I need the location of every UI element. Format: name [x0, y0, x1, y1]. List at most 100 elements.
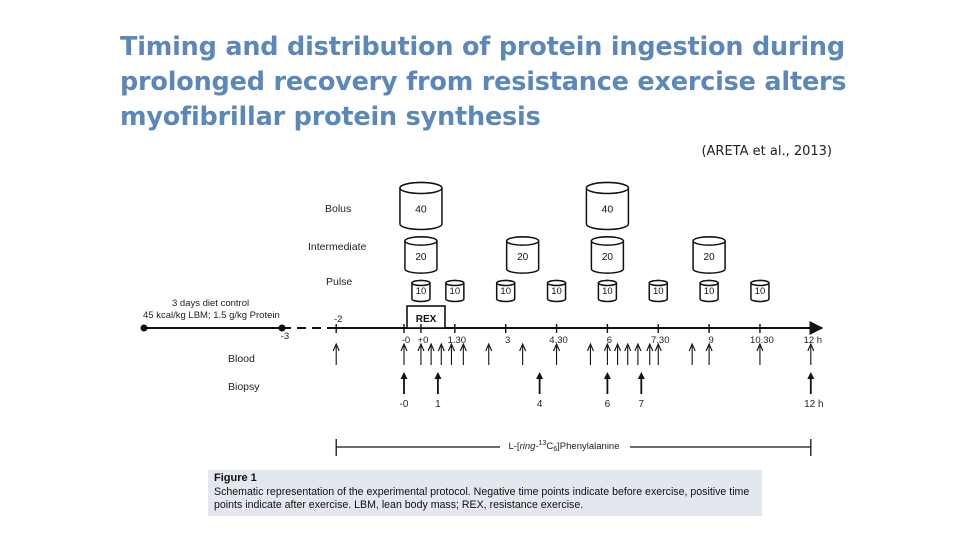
- pulse-dose-4: 10: [546, 279, 567, 303]
- blood-arrow-21-head: [807, 342, 815, 352]
- bolus-dose-2-lid: [585, 181, 630, 195]
- timeline-tick-label-4: +0: [418, 335, 429, 346]
- tracer-label-bg: [500, 438, 630, 452]
- intermediate-dose-4-lid: [692, 236, 726, 246]
- diet-start-dot: [140, 324, 148, 332]
- pulse-dose-7-value: 10: [704, 286, 715, 297]
- biopsy-arrow-2-head: [434, 372, 442, 379]
- blood-arrow-8-head: [485, 342, 493, 352]
- pulse-dose-7-lid: [699, 279, 719, 287]
- pulse-dose-8-lid: [750, 279, 770, 287]
- blood-arrow-7-head: [459, 342, 467, 352]
- timeline-tick-label-10: 9: [708, 335, 713, 346]
- row-label-pulse: Pulse: [326, 276, 352, 288]
- row-label-blood: Blood: [228, 353, 255, 365]
- rex-box: [406, 305, 446, 329]
- intermediate-dose-1: 20: [404, 236, 438, 274]
- bolus-dose-1-lid: [399, 181, 443, 195]
- caption-text: Schematic representation of the experime…: [214, 485, 750, 512]
- pulse-dose-5-lid: [597, 279, 618, 287]
- caption-title: Figure 1: [214, 472, 257, 484]
- biopsy-label-2: 1: [435, 399, 441, 410]
- timeline-tick-label-2: -2: [334, 314, 342, 325]
- intermediate-dose-2-value: 20: [517, 252, 529, 263]
- intermediate-dose-2: 20: [505, 236, 540, 274]
- blood-arrow-13-head: [614, 342, 622, 352]
- tracer-label-ring: ring: [520, 441, 537, 452]
- pulse-dose-3-lid: [495, 279, 516, 287]
- intermediate-dose-4-value: 20: [704, 252, 716, 263]
- blood-arrow-19-head: [705, 342, 713, 352]
- timeline-tick-label-11: 10.30: [750, 335, 774, 346]
- biopsy-arrow-5-head: [637, 372, 645, 379]
- intermediate-dose-1-value: 20: [415, 252, 427, 263]
- intermediate-dose-3-lid: [590, 236, 625, 246]
- timeline-tick-label-7: 4.30: [549, 335, 568, 346]
- row-label-biopsy: Biopsy: [228, 381, 260, 393]
- timeline-tick-label-6: 3: [505, 335, 510, 346]
- intermediate-dose-3: 20: [590, 236, 625, 274]
- intermediate-dose-2-lid: [505, 236, 540, 246]
- pulse-dose-3: 10: [495, 279, 516, 303]
- tracer-label-dash: -: [535, 441, 538, 452]
- blood-arrow-11-head: [586, 342, 594, 352]
- blood-arrow-4-head: [427, 342, 435, 352]
- row-label-intermediate: Intermediate: [308, 241, 367, 253]
- blood-arrow-10-head: [553, 342, 561, 352]
- citation: (ARETA et al., 2013): [701, 144, 832, 159]
- tracer-label-prefix: L-[: [508, 441, 519, 452]
- pulse-dose-7: 10: [699, 279, 719, 303]
- blood-arrow-14-head: [624, 342, 632, 352]
- blood-arrow-6-head: [447, 342, 455, 352]
- intermediate-dose-1-lid: [404, 236, 438, 246]
- pulse-dose-1-value: 10: [416, 286, 427, 297]
- blood-arrow-2-head: [400, 342, 408, 352]
- pulse-dose-2-value: 10: [450, 286, 461, 297]
- timeline-tick-label-12: 12 h: [804, 335, 823, 346]
- biopsy-arrow-4-head: [603, 372, 611, 379]
- rex-label: REX: [416, 314, 437, 325]
- blood-arrow-15-head: [634, 342, 642, 352]
- blood-sample-arrows: [332, 342, 815, 365]
- biopsy-arrow-3-head: [536, 372, 544, 379]
- pulse-dose-5: 10: [597, 279, 618, 303]
- pulse-dose-8-value: 10: [755, 286, 766, 297]
- blood-arrow-1-head: [332, 342, 340, 352]
- tracer-label-suffix: ]Phenylalanine: [557, 441, 619, 452]
- timeline-tick-label-5: 1.30: [448, 335, 467, 346]
- slide-title: Timing and distribution of protein inges…: [120, 30, 880, 135]
- blood-arrow-9-head: [519, 342, 527, 352]
- diet-control-line-2: 45 kcal/kg LBM; 1.5 g/kg Protein: [143, 310, 280, 321]
- timeline-tick-label-1: -3: [281, 331, 289, 342]
- slide-title-line-1: Timing and distribution of protein inges…: [120, 32, 845, 62]
- blood-arrow-20-head: [756, 342, 764, 352]
- blood-arrow-3-head: [417, 342, 425, 352]
- pulse-dose-4-lid: [546, 279, 567, 287]
- biopsy-arrows: -0 1 4 6 7 12 h: [400, 372, 824, 410]
- figure-caption: Figure 1 Schematic representation of the…: [208, 470, 762, 516]
- biopsy-label-6: 12 h: [804, 399, 823, 410]
- slide-title-line-2: prolonged recovery from resistance exerc…: [120, 67, 847, 97]
- biopsy-arrow-6-head: [807, 372, 815, 379]
- biopsy-label-1: -0: [400, 399, 409, 410]
- tracer-label-isotope: 13: [539, 440, 547, 447]
- biopsy-arrow-1-head: [400, 372, 408, 379]
- biopsy-label-4: 6: [605, 399, 611, 410]
- pulse-dose-2-lid: [445, 279, 465, 287]
- pulse-dose-3-value: 10: [500, 286, 511, 297]
- blood-arrow-17-head: [654, 342, 662, 352]
- tracer-label-count: 6: [553, 446, 557, 453]
- tracer-label-carbon: C: [546, 441, 553, 452]
- figure-panel: [142, 168, 832, 466]
- row-label-bolus: Bolus: [325, 203, 351, 215]
- pulse-dose-4-value: 10: [551, 286, 562, 297]
- biopsy-label-5: 7: [639, 399, 645, 410]
- diet-control-line-1: 3 days diet control: [172, 298, 249, 309]
- blood-arrow-16-head: [646, 342, 654, 352]
- bolus-dose-2: 40: [585, 181, 630, 231]
- pulse-dose-6-lid: [648, 279, 668, 287]
- intermediate-doses: 20 20 20 20: [404, 236, 726, 274]
- pulse-dose-5-value: 10: [602, 286, 613, 297]
- pulse-doses: 10 10 10 10 10 10 10 10: [411, 279, 770, 303]
